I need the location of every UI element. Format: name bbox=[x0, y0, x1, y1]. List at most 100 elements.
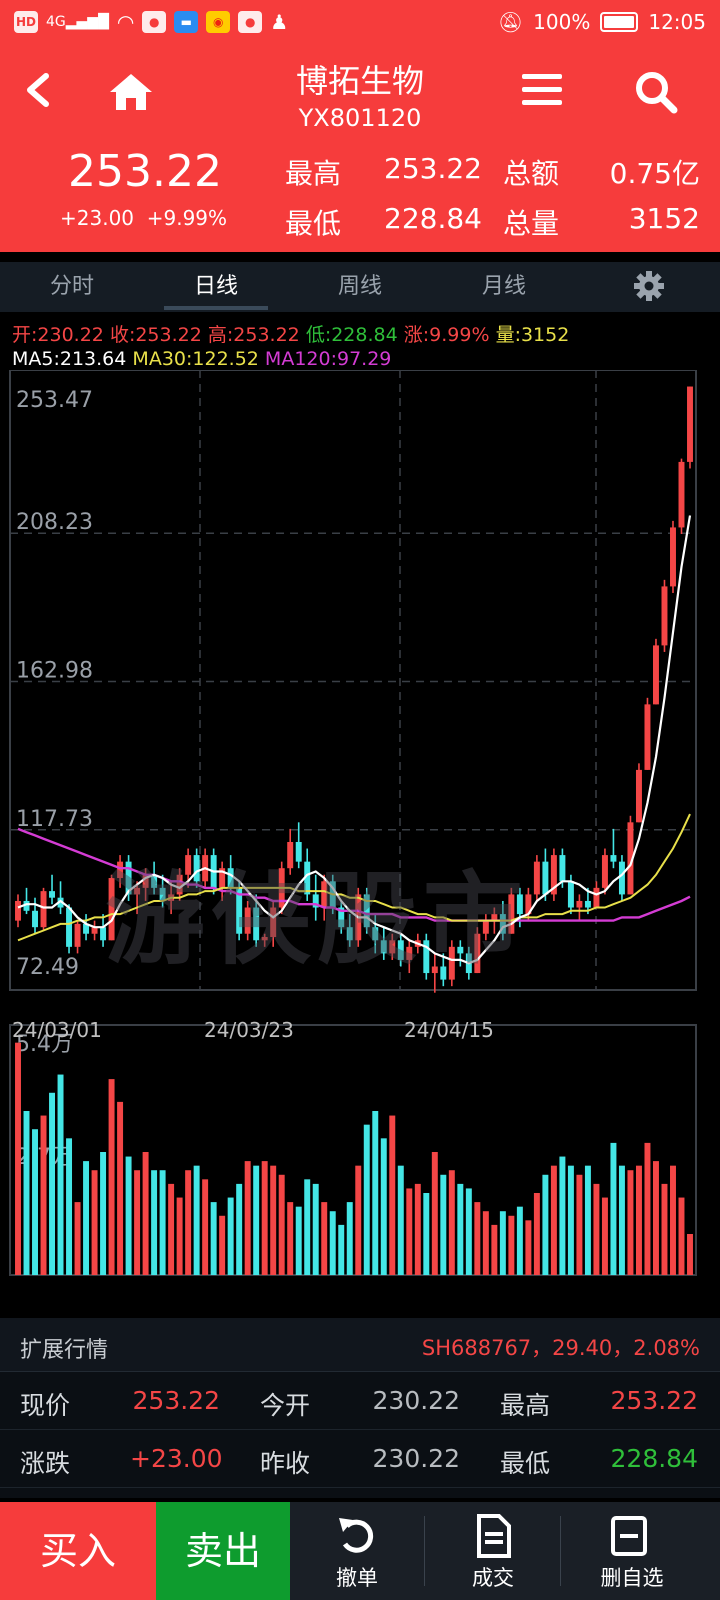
menu-icon[interactable] bbox=[522, 74, 562, 110]
volume-bar bbox=[584, 1165, 591, 1275]
status-bar: HD 4G▂▄▆█ ◠ ● ▬ ◉ ● ♟ 🔕︎ 100% 12:05 bbox=[0, 0, 720, 48]
volume-bar bbox=[57, 1074, 64, 1275]
ma-legend: MA5:213.64 MA30:122.52 MA120:97.29 bbox=[12, 348, 391, 370]
volume-bar bbox=[100, 1152, 107, 1275]
candle-body bbox=[304, 861, 311, 895]
tab-daily[interactable]: 日线 bbox=[193, 274, 238, 299]
volume-bar bbox=[193, 1165, 200, 1275]
search-icon[interactable] bbox=[634, 70, 678, 114]
candle-body bbox=[23, 900, 30, 911]
volume-bar bbox=[151, 1170, 158, 1275]
candle-body bbox=[397, 940, 404, 960]
candle-body bbox=[448, 946, 455, 980]
volume-bar bbox=[134, 1170, 141, 1275]
quote-label: 最高 bbox=[500, 1391, 551, 1420]
index-quote: SH688767，29.40，2.08% bbox=[421, 1336, 700, 1360]
volume-bar bbox=[210, 1202, 217, 1275]
legend-open: 开:230.22 bbox=[12, 324, 104, 346]
volume-bar bbox=[465, 1188, 472, 1275]
price-change: +23.00 +9.99% bbox=[60, 206, 228, 230]
candle-body bbox=[618, 861, 625, 895]
volume-bar bbox=[593, 1183, 600, 1275]
volume-bar bbox=[244, 1161, 251, 1275]
volume-bar bbox=[15, 1042, 21, 1275]
candle-body bbox=[661, 586, 668, 646]
candle-body bbox=[363, 894, 370, 928]
candle-body bbox=[431, 966, 438, 974]
volume-value: 3152 bbox=[628, 202, 700, 235]
document-icon bbox=[477, 1514, 511, 1558]
active-tab-indicator bbox=[164, 306, 268, 310]
volume-bar bbox=[448, 1170, 455, 1275]
volume-bar bbox=[261, 1161, 268, 1275]
candle-body bbox=[15, 900, 21, 921]
volume-label: 总量 bbox=[503, 207, 560, 240]
volume-bar bbox=[687, 1234, 693, 1275]
deals-label: 成交 bbox=[472, 1566, 514, 1590]
candle-body bbox=[108, 878, 115, 941]
candle-body bbox=[635, 769, 642, 823]
legend-ma30: MA30:122.52 bbox=[132, 348, 259, 370]
candle-body bbox=[100, 927, 107, 941]
cancel-order-button[interactable]: 撤单 bbox=[290, 1502, 424, 1600]
volume-bar bbox=[227, 1197, 234, 1275]
candle-body bbox=[678, 461, 685, 528]
volume-bar bbox=[533, 1193, 540, 1275]
candle-body bbox=[159, 887, 166, 901]
battery-percent: 100% bbox=[533, 10, 591, 34]
candle-body bbox=[151, 874, 158, 888]
tab-weekly[interactable]: 周线 bbox=[337, 274, 382, 299]
home-icon[interactable] bbox=[106, 70, 156, 114]
legend-ma5: MA5:213.64 bbox=[12, 348, 127, 370]
extended-quotes-header[interactable]: 扩展行情 SH688767，29.40，2.08% bbox=[0, 1318, 720, 1372]
volume-bar bbox=[397, 1165, 404, 1275]
quote-value: 230.22 bbox=[372, 1444, 460, 1473]
volume-bar bbox=[652, 1161, 659, 1275]
candle-body bbox=[644, 704, 651, 770]
candle-body bbox=[312, 894, 319, 908]
deals-button[interactable]: 成交 bbox=[426, 1502, 560, 1600]
candle-body bbox=[491, 914, 498, 921]
volume-bar bbox=[499, 1211, 506, 1275]
buy-button[interactable]: 买入 bbox=[0, 1502, 156, 1600]
hd-icon: HD bbox=[14, 11, 38, 33]
undo-icon bbox=[339, 1518, 374, 1553]
back-icon[interactable] bbox=[18, 68, 62, 112]
volume-bar bbox=[219, 1215, 226, 1275]
candle-body bbox=[687, 386, 693, 462]
legend-close: 收:253.22 bbox=[109, 324, 202, 346]
legend-high: 高:253.22 bbox=[207, 324, 300, 346]
legend-low: 低:228.84 bbox=[305, 324, 398, 346]
volume-bar bbox=[431, 1152, 438, 1275]
candle-body bbox=[499, 914, 506, 934]
volume-bar bbox=[168, 1183, 175, 1275]
quote-value: 253.22 bbox=[132, 1386, 220, 1415]
remove-watchlist-button[interactable]: 删自选 bbox=[562, 1502, 702, 1600]
battery-icon bbox=[600, 12, 639, 32]
tab-monthly[interactable]: 月线 bbox=[481, 274, 526, 299]
volume-bar bbox=[185, 1170, 192, 1275]
quote-value: +23.00 bbox=[130, 1444, 223, 1473]
volume-bar bbox=[49, 1092, 56, 1275]
volume-bar bbox=[550, 1165, 557, 1275]
volume-bar bbox=[142, 1152, 149, 1275]
volume-bar bbox=[321, 1202, 328, 1275]
gear-icon[interactable] bbox=[633, 270, 665, 302]
quote-label: 现价 bbox=[20, 1391, 71, 1420]
volume-bar bbox=[516, 1206, 523, 1275]
remove-watchlist-label: 删自选 bbox=[600, 1566, 664, 1590]
volume-bar bbox=[406, 1188, 413, 1275]
y-tick-label: 208.23 bbox=[16, 510, 93, 535]
volume-bar bbox=[372, 1111, 379, 1275]
volume-bar bbox=[117, 1101, 124, 1275]
volume-bar bbox=[644, 1142, 651, 1275]
sell-button[interactable]: 卖出 bbox=[156, 1502, 290, 1600]
y-tick-label: 72.49 bbox=[16, 955, 79, 980]
candle-body bbox=[440, 966, 447, 980]
candle-body bbox=[406, 946, 413, 960]
candle-body bbox=[261, 937, 268, 941]
candle-body bbox=[389, 940, 396, 954]
tab-intraday[interactable]: 分时 bbox=[49, 274, 94, 299]
volume-bar bbox=[253, 1165, 260, 1275]
